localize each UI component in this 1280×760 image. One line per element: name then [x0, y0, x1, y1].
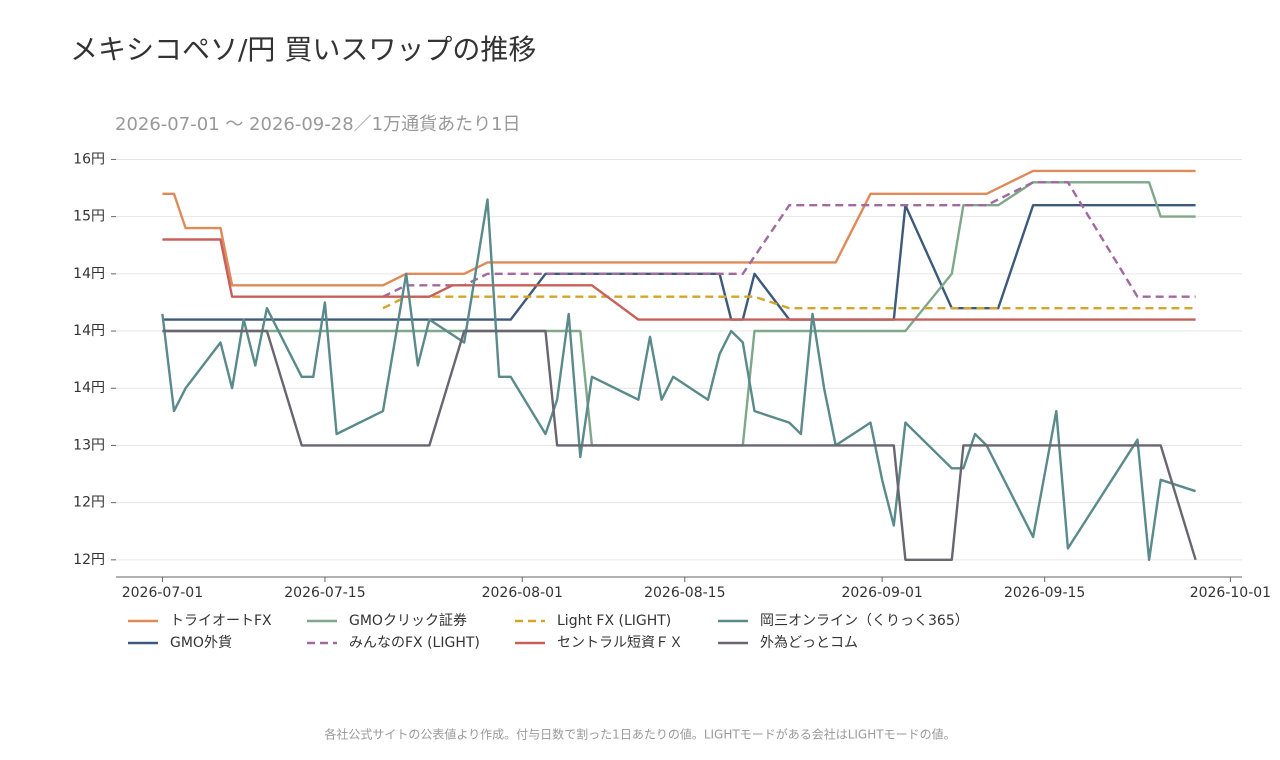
x-tick-label: 2026-10-01 — [1190, 585, 1271, 601]
legend-label: トライオートFX — [170, 613, 272, 629]
legend-label: みんなのFX (LIGHT) — [349, 635, 480, 651]
x-tick-label: 2026-08-15 — [644, 585, 725, 601]
series-line — [161, 198, 1196, 561]
series-line — [382, 295, 1196, 310]
y-tick-label: 14円 — [73, 380, 105, 396]
x-tick-label: 2026-08-01 — [482, 585, 563, 601]
x-tick-label: 2026-07-01 — [122, 585, 203, 601]
legend-label: 岡三オンライン（くりっく365） — [760, 613, 969, 629]
series-line — [162, 329, 1197, 561]
chart-subtitle: 2026-07-01 〜 2026-09-28／1万通貨あたり1日 — [115, 114, 521, 135]
legend-label: Light FX (LIGHT) — [557, 613, 671, 629]
x-tick-label: 2026-07-15 — [284, 585, 365, 601]
chart-title: メキシコペソ/円 買いスワップの推移 — [70, 33, 536, 66]
y-tick-label: 13円 — [73, 437, 105, 453]
legend-label: GMO外貨 — [170, 634, 232, 651]
footnote: 各社公式サイトの公表値より作成。付与日数で割った1日あたりの値。LIGHTモード… — [324, 727, 955, 742]
y-tick-label: 14円 — [73, 266, 105, 282]
series-line — [162, 238, 1196, 321]
y-tick-label: 12円 — [73, 495, 105, 511]
legend-label: セントラル短資ＦＸ — [557, 635, 683, 651]
legend-label: 外為どっとコム — [760, 635, 858, 651]
series-line — [162, 169, 1196, 287]
x-tick-label: 2026-09-15 — [1004, 585, 1085, 601]
x-tick-label: 2026-09-01 — [841, 585, 922, 601]
y-tick-label: 14円 — [73, 323, 105, 339]
series-line — [382, 181, 1196, 298]
y-tick-label: 15円 — [73, 209, 105, 225]
y-tick-label: 16円 — [73, 151, 105, 167]
legend-label: GMOクリック証券 — [349, 613, 467, 629]
y-tick-label: 12円 — [73, 552, 105, 568]
